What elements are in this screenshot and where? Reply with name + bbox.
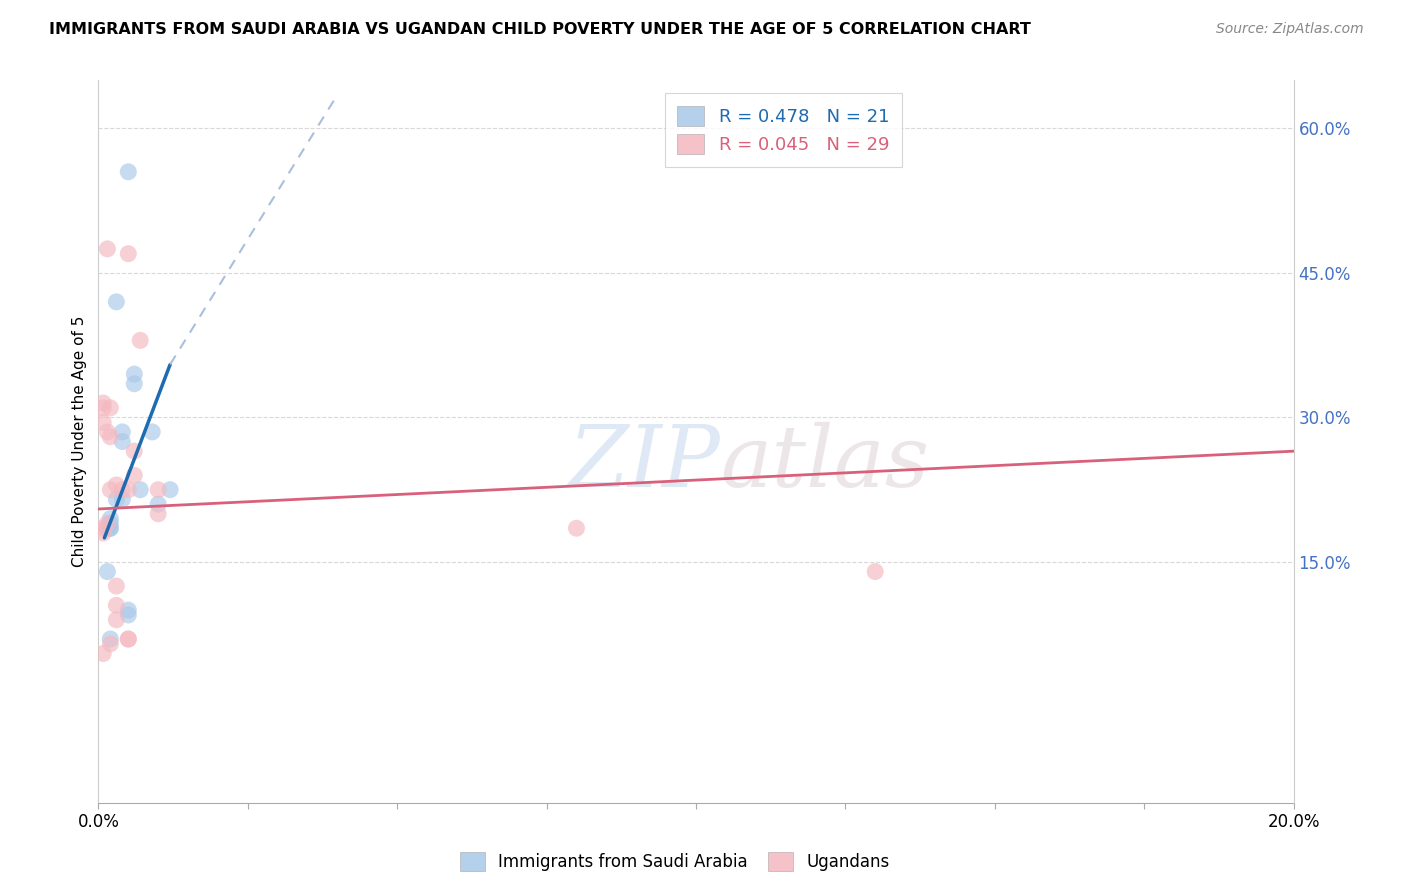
Point (111, 483, 134, 497)
Point (129, 334, 152, 348)
Point (124, 367, 146, 381)
Point (96, 425, 118, 439)
Point (141, 425, 163, 439)
Point (91, 401, 114, 415)
Point (117, 246, 139, 260)
Point (111, 425, 134, 439)
Legend: R = 0.478   N = 21, R = 0.045   N = 29: R = 0.478 N = 21, R = 0.045 N = 29 (665, 93, 903, 167)
Point (105, 478, 128, 492)
Point (117, 632, 139, 646)
Point (96, 242, 118, 256)
Point (91, 526, 114, 541)
Point (117, 632, 139, 646)
Point (96, 565, 118, 579)
Point (98, 521, 122, 535)
Point (117, 165, 139, 179)
Point (105, 613, 128, 627)
Point (98, 516, 122, 531)
Point (117, 483, 139, 497)
Point (98, 483, 122, 497)
Point (98, 511, 122, 525)
Point (117, 607, 139, 622)
Point (105, 492, 128, 507)
Point (148, 483, 170, 497)
Point (105, 599, 128, 613)
Text: ZIP: ZIP (568, 422, 720, 505)
Point (91, 396, 114, 410)
Y-axis label: Child Poverty Under the Age of 5: Child Poverty Under the Age of 5 (72, 316, 87, 567)
Text: Source: ZipAtlas.com: Source: ZipAtlas.com (1216, 22, 1364, 37)
Point (111, 434, 134, 449)
Point (91, 647, 114, 661)
Point (96, 521, 118, 535)
Point (565, 521, 588, 535)
Point (91, 415, 114, 429)
Point (105, 294, 128, 309)
Legend: Immigrants from Saudi Arabia, Ugandans: Immigrants from Saudi Arabia, Ugandans (451, 843, 898, 880)
Point (124, 376, 146, 391)
Point (148, 507, 170, 521)
Point (111, 492, 134, 507)
Point (159, 483, 181, 497)
Point (124, 468, 146, 483)
Point (129, 483, 152, 497)
Point (98, 430, 122, 444)
Point (98, 401, 122, 415)
Point (865, 565, 887, 579)
Point (91, 521, 114, 535)
Point (98, 637, 122, 651)
Point (105, 579, 128, 593)
Point (98, 632, 122, 646)
Text: atlas: atlas (720, 422, 929, 505)
Point (148, 497, 170, 511)
Text: IMMIGRANTS FROM SAUDI ARABIA VS UGANDAN CHILD POVERTY UNDER THE AGE OF 5 CORRELA: IMMIGRANTS FROM SAUDI ARABIA VS UGANDAN … (49, 22, 1031, 37)
Point (117, 603, 139, 617)
Point (124, 444, 146, 458)
Point (98, 521, 122, 535)
Point (96, 516, 118, 531)
